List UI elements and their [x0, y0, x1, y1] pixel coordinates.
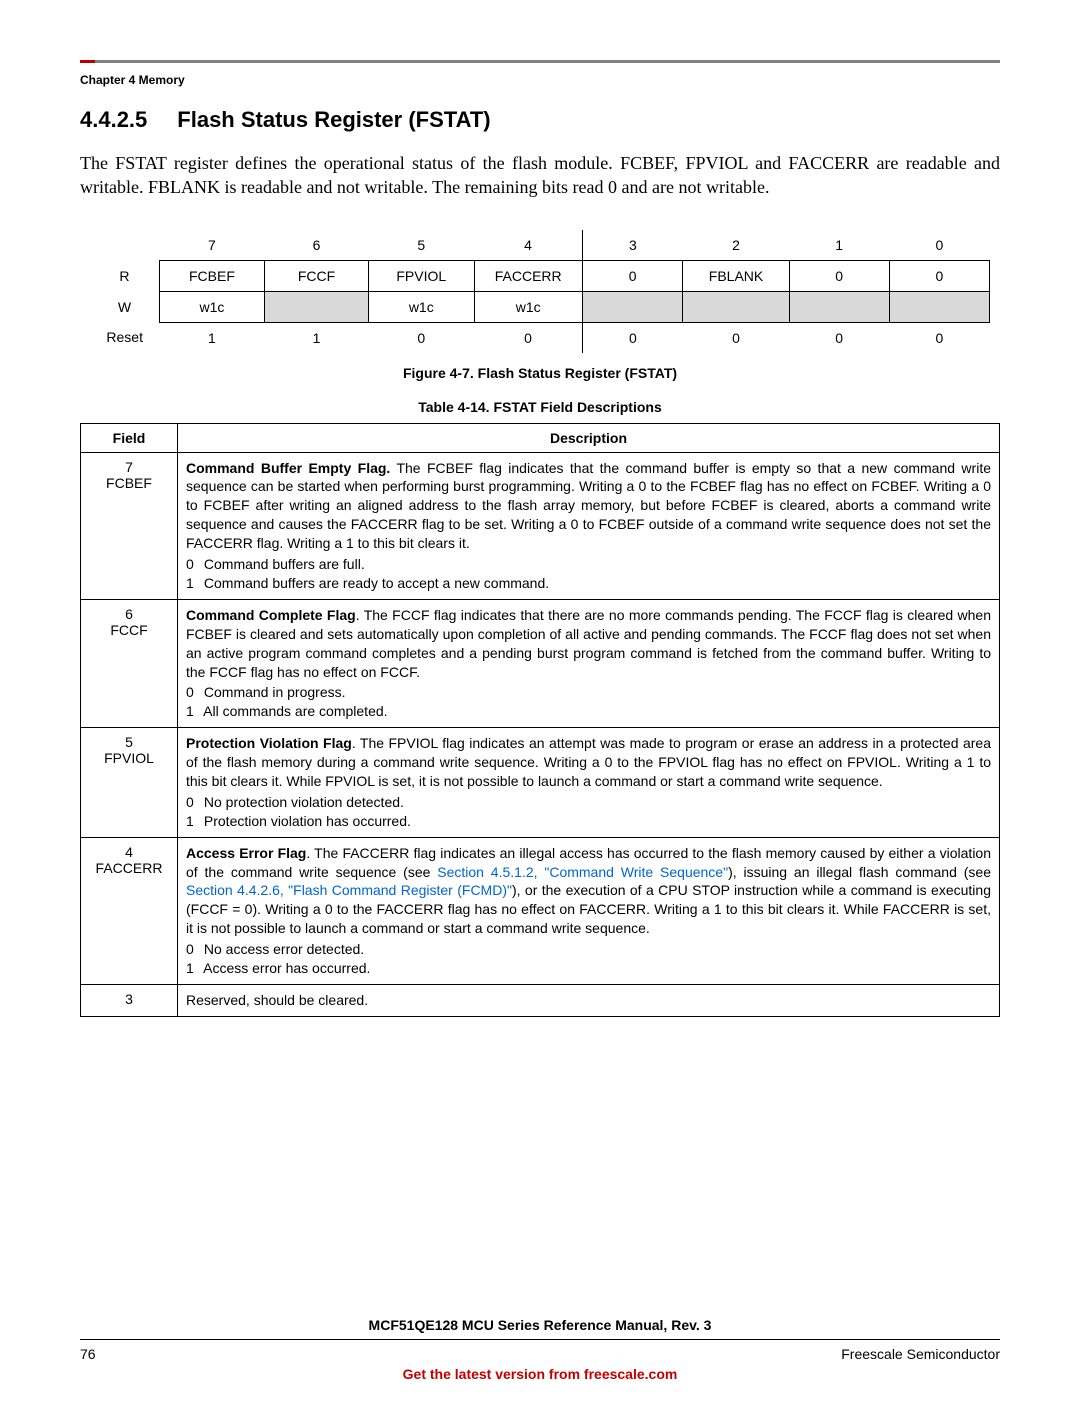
field-cell: 7 FCBEF — [81, 452, 178, 599]
bit-num: 6 — [264, 230, 368, 261]
section-title: Flash Status Register (FSTAT) — [177, 107, 490, 132]
reset-cell: 0 — [582, 322, 683, 353]
read-cell: FCBEF — [159, 260, 264, 291]
footer-rule — [80, 1339, 1000, 1340]
reset-cell: 0 — [889, 322, 989, 353]
row-label-w: W — [90, 291, 159, 322]
header-rule — [80, 60, 1000, 63]
page: Chapter 4 Memory 4.4.2.5 Flash Status Reg… — [0, 0, 1080, 1422]
bit-num: 4 — [474, 230, 582, 261]
row-label-r: R — [90, 260, 159, 291]
page-number: 76 — [80, 1346, 96, 1362]
description-cell: Protection Violation Flag. The FPVIOL fl… — [178, 728, 1000, 837]
footer-company: Freescale Semiconductor — [841, 1346, 1000, 1362]
footer-manual-title: MCF51QE128 MCU Series Reference Manual, … — [80, 1317, 1000, 1333]
read-cell: FCCF — [264, 260, 368, 291]
read-cell: FPVIOL — [368, 260, 474, 291]
cross-ref-link[interactable]: Section 4.4.2.6, "Flash Command Register… — [186, 882, 512, 898]
field-description-table: Field Description 7 FCBEF Command Buffer… — [80, 423, 1000, 1017]
write-cell — [789, 291, 889, 322]
write-cell: w1c — [368, 291, 474, 322]
write-cell — [683, 291, 789, 322]
header-description: Description — [178, 423, 1000, 452]
table-row: 4 FACCERR Access Error Flag. The FACCERR… — [81, 837, 1000, 984]
figure-caption: Figure 4-7. Flash Status Register (FSTAT… — [80, 365, 1000, 381]
reset-row: Reset 1 1 0 0 0 0 0 0 — [90, 322, 990, 353]
read-cell: FBLANK — [683, 260, 789, 291]
reset-cell: 0 — [368, 322, 474, 353]
section-heading: 4.4.2.5 Flash Status Register (FSTAT) — [80, 107, 1000, 133]
bit-number-row: 7 6 5 4 3 2 1 0 — [90, 230, 990, 261]
read-cell: 0 — [789, 260, 889, 291]
bit-num: 1 — [789, 230, 889, 261]
field-cell: 3 — [81, 984, 178, 1016]
table-row: 3 Reserved, should be cleared. — [81, 984, 1000, 1016]
bit-num: 5 — [368, 230, 474, 261]
read-cell: 0 — [889, 260, 989, 291]
write-cell — [264, 291, 368, 322]
field-cell: 4 FACCERR — [81, 837, 178, 984]
reset-cell: 0 — [683, 322, 789, 353]
description-cell: Reserved, should be cleared. — [178, 984, 1000, 1016]
write-cell — [889, 291, 989, 322]
field-cell: 6 FCCF — [81, 599, 178, 727]
description-cell: Command Buffer Empty Flag. The FCBEF fla… — [178, 452, 1000, 599]
description-cell: Access Error Flag. The FACCERR flag indi… — [178, 837, 1000, 984]
field-cell: 5 FPVIOL — [81, 728, 178, 837]
bit-num: 7 — [159, 230, 264, 261]
write-cell: w1c — [474, 291, 582, 322]
write-row: W w1c w1c w1c — [90, 291, 990, 322]
table-row: 7 FCBEF Command Buffer Empty Flag. The F… — [81, 452, 1000, 599]
table-row: 5 FPVIOL Protection Violation Flag. The … — [81, 728, 1000, 837]
reset-cell: 0 — [789, 322, 889, 353]
write-cell: w1c — [159, 291, 264, 322]
section-number: 4.4.2.5 — [80, 107, 147, 133]
reset-cell: 1 — [159, 322, 264, 353]
footer-link[interactable]: Get the latest version from freescale.co… — [80, 1366, 1000, 1382]
chapter-label: Chapter 4 Memory — [80, 73, 1000, 87]
table-caption: Table 4-14. FSTAT Field Descriptions — [80, 399, 1000, 415]
intro-paragraph: The FSTAT register defines the operation… — [80, 151, 1000, 200]
row-label-reset: Reset — [90, 322, 159, 353]
reset-cell: 0 — [474, 322, 582, 353]
register-diagram: 7 6 5 4 3 2 1 0 R FCBEF FCCF FPVIOL FACC… — [90, 230, 990, 353]
read-row: R FCBEF FCCF FPVIOL FACCERR 0 FBLANK 0 0 — [90, 260, 990, 291]
bit-num: 3 — [582, 230, 683, 261]
page-footer: MCF51QE128 MCU Series Reference Manual, … — [80, 1317, 1000, 1382]
bit-num: 0 — [889, 230, 989, 261]
read-cell: 0 — [582, 260, 683, 291]
table-row: 6 FCCF Command Complete Flag. The FCCF f… — [81, 599, 1000, 727]
description-cell: Command Complete Flag. The FCCF flag ind… — [178, 599, 1000, 727]
header-field: Field — [81, 423, 178, 452]
bit-num: 2 — [683, 230, 789, 261]
reset-cell: 1 — [264, 322, 368, 353]
read-cell: FACCERR — [474, 260, 582, 291]
write-cell — [582, 291, 683, 322]
cross-ref-link[interactable]: Section 4.5.1.2, "Command Write Sequence… — [437, 864, 728, 880]
